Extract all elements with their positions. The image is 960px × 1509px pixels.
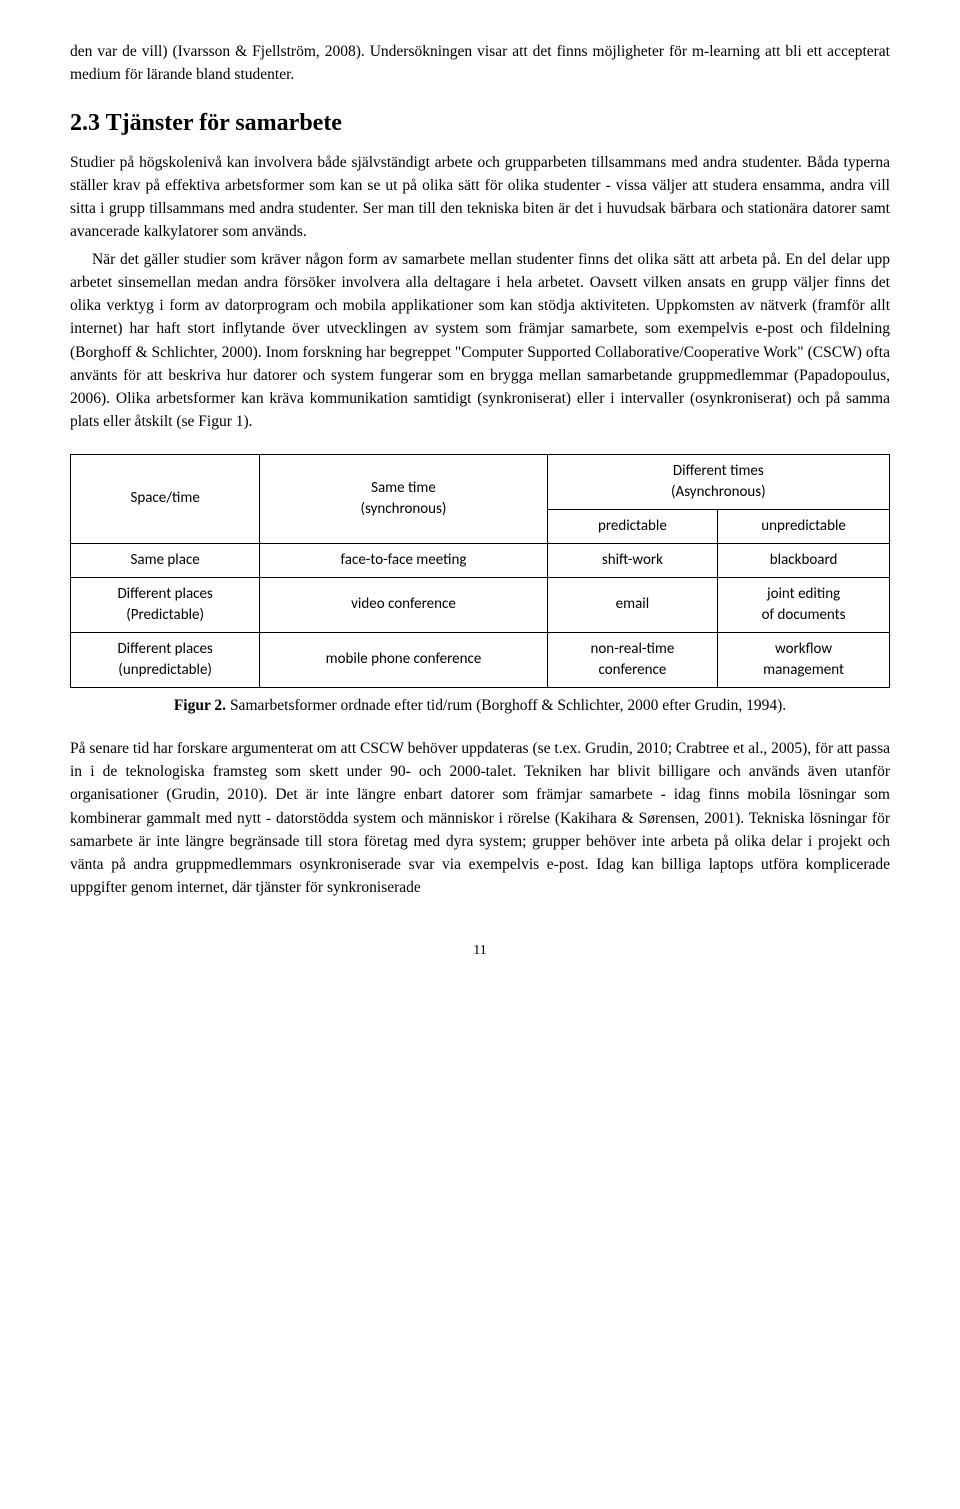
header-cell-spacetime: Space/time xyxy=(71,454,260,543)
cell-video-conf: video conference xyxy=(260,577,547,632)
cell-workflow: workflow management xyxy=(718,632,890,687)
figure-caption: Figur 2. Samarbetsformer ordnade efter t… xyxy=(70,694,890,717)
page-number: 11 xyxy=(70,940,890,961)
figure-caption-text: Samarbetsformer ordnade efter tid/rum (B… xyxy=(226,697,786,714)
body-paragraph-1: Studier på högskolenivå kan involvera bå… xyxy=(70,151,890,244)
cell-nonrealtime: non-real-time conference xyxy=(547,632,717,687)
table-row: Same place face-to-face meeting shift-wo… xyxy=(71,543,890,577)
row-header-diffplace-unpred: Different places (unpredictable) xyxy=(71,632,260,687)
table-row: Different places (Predictable) video con… xyxy=(71,577,890,632)
intro-paragraph: den var de vill) (Ivarsson & Fjellström,… xyxy=(70,40,890,87)
header-cell-predictable: predictable xyxy=(547,509,717,543)
cell-mobile-conf: mobile phone conference xyxy=(260,632,547,687)
header-cell-unpredictable: unpredictable xyxy=(718,509,890,543)
cell-email: email xyxy=(547,577,717,632)
header-cell-difftimes: Different times (Asynchronous) xyxy=(547,454,889,509)
cell-joint-editing: joint editing of documents xyxy=(718,577,890,632)
section-heading: 2.3 Tjänster för samarbete xyxy=(70,105,890,141)
figure-label: Figur 2. xyxy=(174,697,226,714)
cell-shiftwork: shift-work xyxy=(547,543,717,577)
table-row: Different places (unpredictable) mobile … xyxy=(71,632,890,687)
row-header-diffplace-pred: Different places (Predictable) xyxy=(71,577,260,632)
cell-blackboard: blackboard xyxy=(718,543,890,577)
header-cell-sametime: Same time (synchronous) xyxy=(260,454,547,543)
cell-face-to-face: face-to-face meeting xyxy=(260,543,547,577)
row-header-sameplace: Same place xyxy=(71,543,260,577)
cscw-matrix-table: Space/time Same time (synchronous) Diffe… xyxy=(70,454,890,688)
body-paragraph-3: På senare tid har forskare argumenterat … xyxy=(70,737,890,900)
table-header-row-1: Space/time Same time (synchronous) Diffe… xyxy=(71,454,890,509)
body-paragraph-2: När det gäller studier som kräver någon … xyxy=(70,248,890,434)
